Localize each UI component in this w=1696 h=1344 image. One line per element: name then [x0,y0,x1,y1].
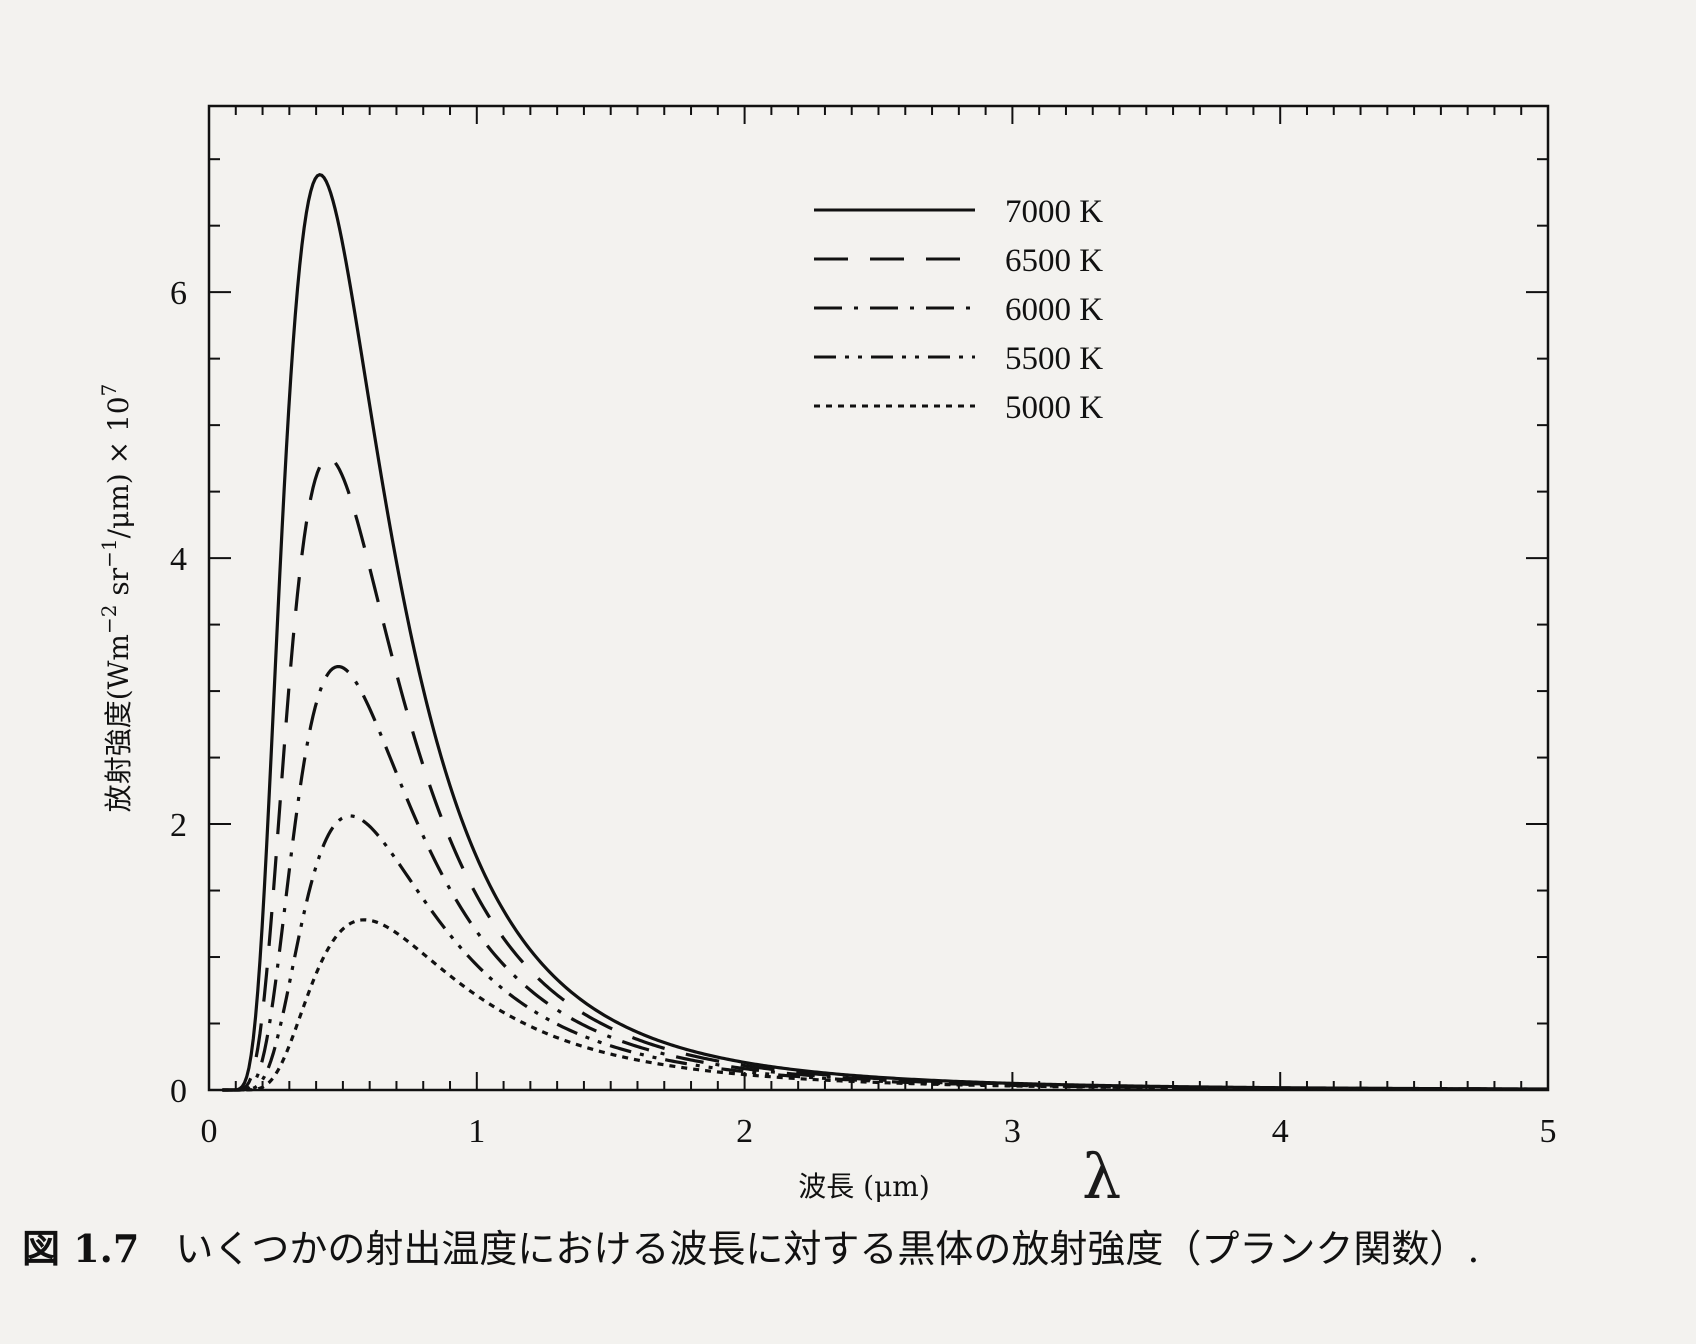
series-line-1 [222,456,1549,1092]
x-axis-title: 波長 (μm) [798,1170,930,1203]
legend-label-0: 7000 K [1005,194,1103,230]
plot-frame [207,104,1550,1092]
y-axis-title-sup3: 7 [97,384,121,397]
series-line-2 [222,664,1549,1092]
y-axis-title-end: /μm) × 10 [102,396,135,538]
y-tick-label: 2 [170,807,187,844]
y-axis-title-main: 放射強度(Wm [102,634,135,812]
legend-label-4: 5000 K [1005,390,1103,426]
series-line-0 [222,172,1548,1092]
x-tick-label: 1 [468,1113,485,1150]
x-tick-label: 3 [1004,1113,1021,1150]
y-axis-title-mid: sr [102,567,135,604]
y-axis-title-sup2: −1 [97,538,121,567]
x-tick-labels: 0 1 2 3 4 5 [201,1113,1557,1150]
legend-label-3: 5500 K [1005,341,1103,377]
caption-text: いくつかの射出温度における波長に対する黒体の放射強度（プランク関数）. [175,1227,1480,1271]
y-tick-label: 0 [170,1073,187,1110]
x-tick-label: 5 [1540,1113,1557,1150]
figure-caption: 図 1.7 いくつかの射出温度における波長に対する黒体の放射強度（プランク関数）. [22,1218,1682,1273]
y-tick-label: 6 [170,275,187,312]
axis-ticks [208,106,1549,1091]
figure-number: 図 1.7 [22,1226,140,1271]
x-tick-label: 4 [1272,1113,1289,1150]
legend-label-1: 6500 K [1005,243,1103,279]
x-tick-label: 0 [201,1113,218,1150]
series-line-4 [222,918,1549,1092]
y-tick-label: 4 [170,541,187,578]
legend-label-2: 6000 K [1005,292,1103,328]
legend: 7000 K 6500 K 6000 K 5500 K 5000 K [814,194,1103,426]
curves [222,172,1549,1092]
y-axis-title: 放射強度(Wm−2 sr−1/μm) × 107 [97,384,135,813]
y-axis-title-sup1: −2 [97,605,121,634]
series-line-3 [222,814,1548,1092]
x-tick-label: 2 [736,1113,753,1150]
y-tick-labels: 0 2 4 6 [170,275,187,1110]
handwritten-lambda: λ [1082,1140,1122,1213]
